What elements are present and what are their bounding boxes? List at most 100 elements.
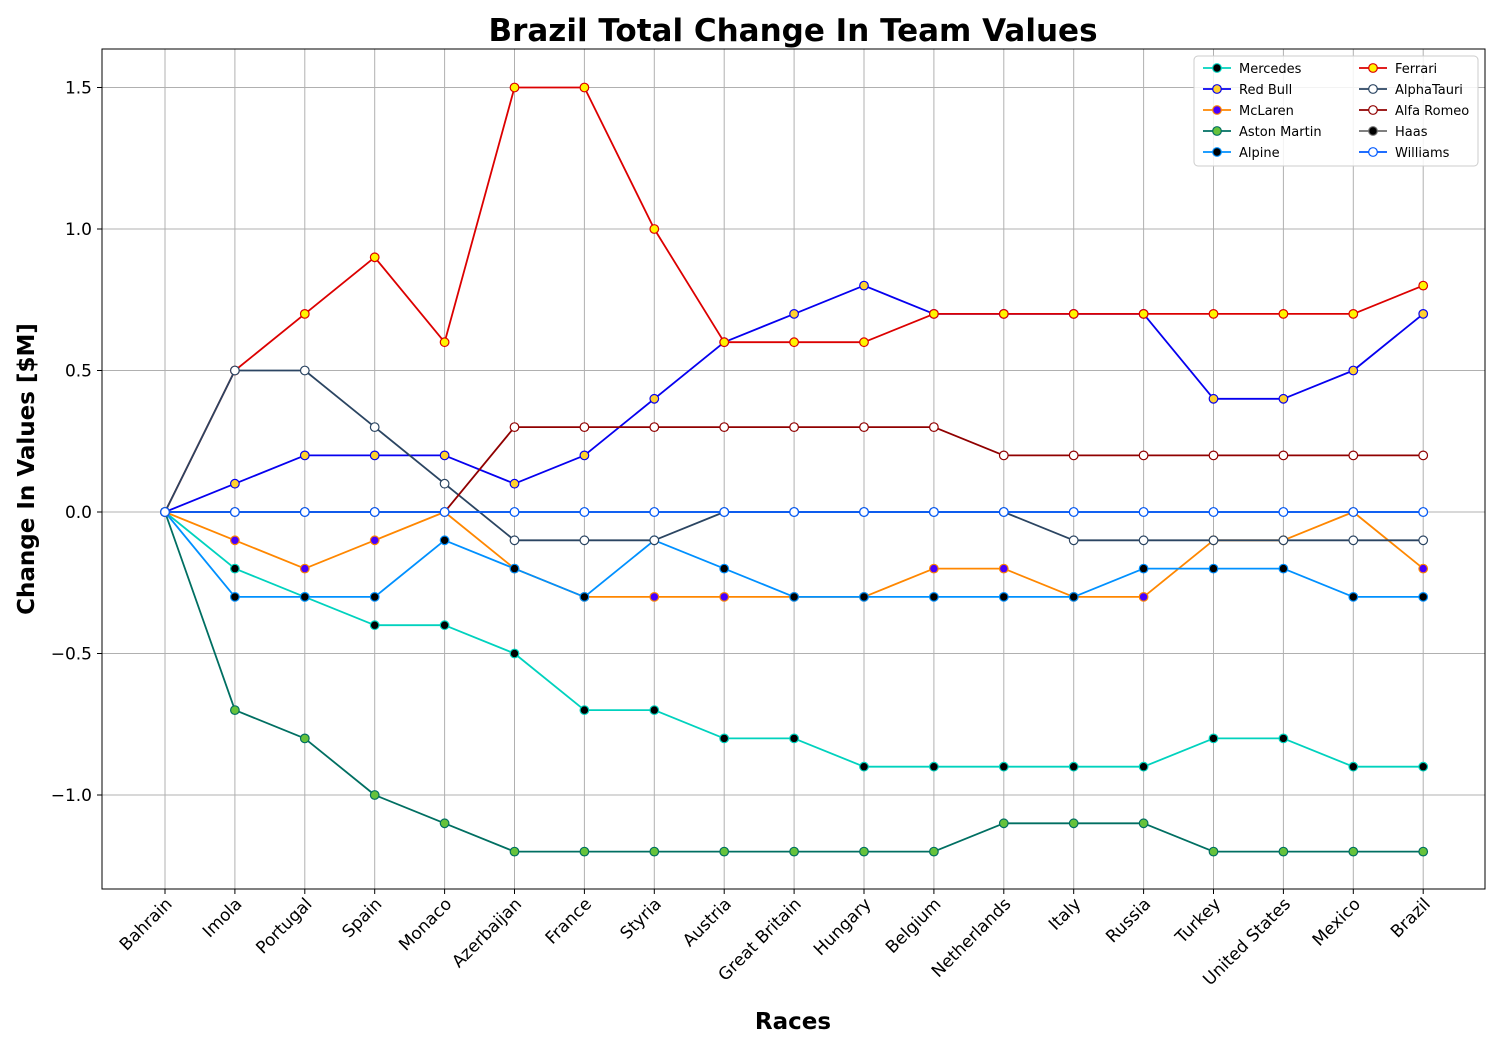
x-tick-label: France <box>542 894 596 948</box>
data-point-alpine <box>859 592 869 602</box>
data-point-ferrari <box>719 337 730 348</box>
y-tick-label: −1.0 <box>51 786 92 806</box>
data-point-alfa-romeo <box>1068 450 1079 461</box>
data-point-aston-martin <box>929 846 939 857</box>
data-point-alpine <box>929 592 939 602</box>
data-point-ferrari <box>1348 309 1359 319</box>
data-point-mercedes <box>1208 733 1219 744</box>
legend-marker <box>1368 147 1378 157</box>
data-point-alphatauri <box>579 535 590 546</box>
data-point-aston-martin <box>649 846 660 857</box>
data-point-alfa-romeo <box>1348 450 1359 461</box>
data-point-ferrari <box>1138 309 1149 319</box>
data-point-mclaren <box>299 563 310 574</box>
data-point-ferrari <box>998 309 1009 319</box>
data-point-alphatauri <box>1418 535 1429 546</box>
data-point-alphatauri <box>1138 535 1149 546</box>
legend-marker <box>1368 126 1378 136</box>
x-tick-label: Mexico <box>1309 894 1365 950</box>
data-point-alpine <box>229 592 240 602</box>
data-point-aston-martin <box>1138 818 1149 829</box>
data-point-mclaren <box>998 563 1009 574</box>
data-point-alpine <box>1418 592 1429 602</box>
data-point-mercedes <box>229 563 240 574</box>
data-point-red-bull <box>579 450 590 461</box>
data-point-red-bull <box>1418 309 1429 319</box>
data-point-williams <box>299 507 310 517</box>
data-point-williams <box>1348 507 1359 517</box>
data-point-alpine <box>1138 563 1149 574</box>
legend-item-ferrari: Ferrari <box>1359 62 1437 77</box>
x-axis-ticks: Bahrain Imola Portugal Spain MonacoAzerbaija… <box>116 889 1435 990</box>
data-point-williams <box>859 507 869 517</box>
legend-marker <box>1212 84 1222 94</box>
data-point-ferrari <box>1208 309 1219 319</box>
x-tick-label: Monaco <box>395 894 456 955</box>
data-point-ferrari <box>579 82 590 93</box>
legend-item-alpine: Alpine <box>1203 146 1280 161</box>
data-point-aston-martin <box>1208 846 1219 857</box>
data-point-ferrari <box>1068 309 1079 319</box>
legend-item-red-bull: Red Bull <box>1203 83 1292 98</box>
data-point-red-bull <box>1278 393 1289 404</box>
data-point-alfa-romeo <box>1278 450 1289 461</box>
legend-label: Ferrari <box>1395 62 1437 77</box>
data-point-mclaren <box>649 592 660 602</box>
data-point-alfa-romeo <box>1208 450 1219 461</box>
data-point-aston-martin <box>299 733 310 744</box>
data-point-aston-martin <box>998 818 1009 829</box>
x-tick-label: Russia <box>1102 894 1155 947</box>
data-point-aston-martin <box>1278 846 1289 857</box>
data-point-williams <box>439 507 450 517</box>
x-tick-label: Italy <box>1045 894 1085 934</box>
data-point-alphatauri <box>509 535 520 546</box>
data-point-alpine <box>1208 563 1219 574</box>
y-axis-title: Change In Values [$M] <box>14 323 40 615</box>
data-point-aston-martin <box>1418 846 1429 857</box>
data-point-mercedes <box>1418 761 1429 772</box>
data-point-williams <box>579 507 590 517</box>
data-point-alfa-romeo <box>859 422 869 433</box>
data-point-ferrari <box>369 252 380 263</box>
y-axis-ticks: −1.0 −0.5 0.0 0.5 1.0 1.5 <box>51 79 102 806</box>
data-point-alpine <box>369 592 380 602</box>
legend-item-mercedes: Mercedes <box>1203 62 1302 77</box>
data-point-red-bull <box>859 280 869 291</box>
legend-item-mclaren: McLaren <box>1203 104 1294 119</box>
data-point-alphatauri <box>649 535 660 546</box>
data-point-williams <box>1138 507 1149 517</box>
data-point-alphatauri <box>369 422 380 433</box>
data-point-alphatauri <box>1278 535 1289 546</box>
x-tick-label: Spain <box>339 894 387 942</box>
data-point-ferrari <box>929 309 939 319</box>
x-tick-label: Portugal <box>252 894 316 958</box>
data-point-aston-martin <box>229 705 240 715</box>
data-point-mercedes <box>1068 761 1079 772</box>
data-point-red-bull <box>299 450 310 461</box>
data-point-mclaren <box>719 592 730 602</box>
data-point-ferrari <box>299 309 310 319</box>
data-point-aston-martin <box>789 846 799 857</box>
data-point-mclaren <box>229 535 240 546</box>
data-point-williams <box>1278 507 1289 517</box>
data-point-ferrari <box>789 337 799 348</box>
legend-box <box>1193 55 1479 167</box>
data-point-ferrari <box>1418 280 1429 291</box>
x-tick-label: Austria <box>679 894 736 951</box>
data-point-mercedes <box>998 761 1009 772</box>
data-point-red-bull <box>649 393 660 404</box>
data-point-mclaren <box>1418 563 1429 574</box>
data-point-ferrari <box>509 82 520 93</box>
legend-label: Red Bull <box>1239 83 1292 98</box>
data-point-aston-martin <box>1068 818 1079 829</box>
data-point-alfa-romeo <box>579 422 590 433</box>
data-point-williams <box>160 507 170 517</box>
data-point-mercedes <box>719 733 730 744</box>
legend-item-alphatauri: AlphaTauri <box>1359 83 1463 98</box>
data-point-williams <box>1418 507 1429 517</box>
data-point-alpine <box>509 563 520 574</box>
data-point-ferrari <box>649 224 660 234</box>
data-point-aston-martin <box>719 846 730 857</box>
legend-marker <box>1212 105 1222 115</box>
data-point-alphatauri <box>299 365 310 376</box>
